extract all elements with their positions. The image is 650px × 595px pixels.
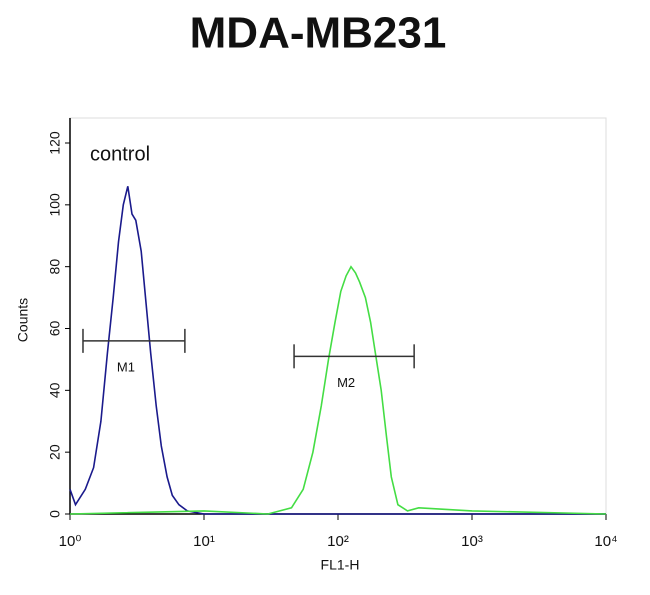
x-tick-label: 10¹ (193, 533, 215, 550)
x-axis-label: FL1-H (321, 557, 360, 573)
marker-label: M2 (337, 375, 355, 390)
y-tick-label: 20 (47, 444, 63, 460)
y-tick-label: 40 (47, 382, 63, 398)
marker-label: M1 (117, 359, 135, 374)
y-tick-label: 0 (47, 510, 63, 518)
y-tick-label: 120 (47, 131, 63, 155)
chart-title: MDA-MB231 (190, 9, 447, 58)
series-line (69, 186, 606, 515)
y-tick-label: 80 (47, 259, 63, 275)
x-tick-label: 10³ (461, 533, 483, 550)
series-line (69, 265, 607, 515)
y-axis-label: Counts (15, 298, 31, 342)
y-tick-label: 60 (47, 321, 63, 337)
x-tick-label: 10² (327, 533, 349, 550)
x-tick-label: 10⁴ (594, 533, 617, 550)
x-tick-label: 10⁰ (59, 533, 82, 550)
annotation: control (90, 143, 150, 165)
plot-frame (69, 117, 607, 515)
y-tick-label: 100 (47, 193, 63, 217)
